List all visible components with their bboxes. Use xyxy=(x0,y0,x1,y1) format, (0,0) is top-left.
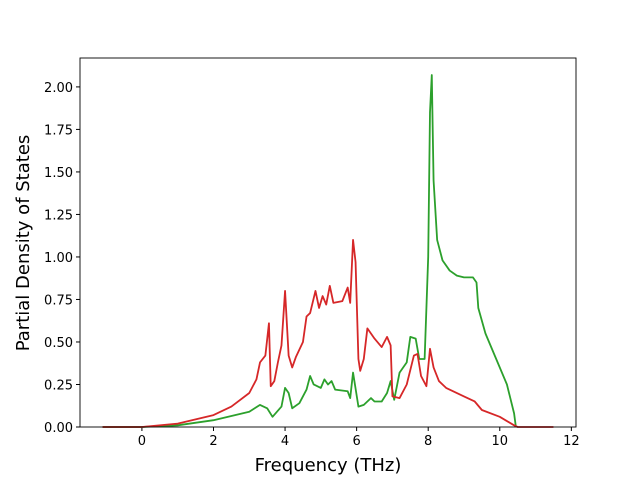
y-tick-label: 1.00 xyxy=(44,251,73,266)
y-tick-label: 1.25 xyxy=(44,208,73,223)
y-axis-label: Partial Density of States xyxy=(13,135,34,352)
x-tick-label: 4 xyxy=(281,434,289,449)
y-tick-label: 2.00 xyxy=(44,81,73,96)
series-line xyxy=(102,74,517,428)
y-tick-label: 0.50 xyxy=(44,336,73,351)
plot-frame xyxy=(79,57,577,428)
x-tick-label: 8 xyxy=(424,434,432,449)
y-tick-label: 0.75 xyxy=(44,293,73,308)
x-tick-label: 6 xyxy=(352,434,360,449)
y-tick-label: 1.50 xyxy=(44,166,73,181)
y-tick-label: 0.00 xyxy=(44,421,73,436)
x-tick-label: 0 xyxy=(138,434,146,449)
x-axis-label: Frequency (THz) xyxy=(255,455,402,476)
y-tick-label: 1.75 xyxy=(44,123,73,138)
x-tick-label: 12 xyxy=(563,434,580,449)
series-line xyxy=(102,239,554,428)
x-tick-label: 2 xyxy=(209,434,217,449)
x-tick-label: 10 xyxy=(492,434,509,449)
y-tick-label: 0.25 xyxy=(44,378,73,393)
